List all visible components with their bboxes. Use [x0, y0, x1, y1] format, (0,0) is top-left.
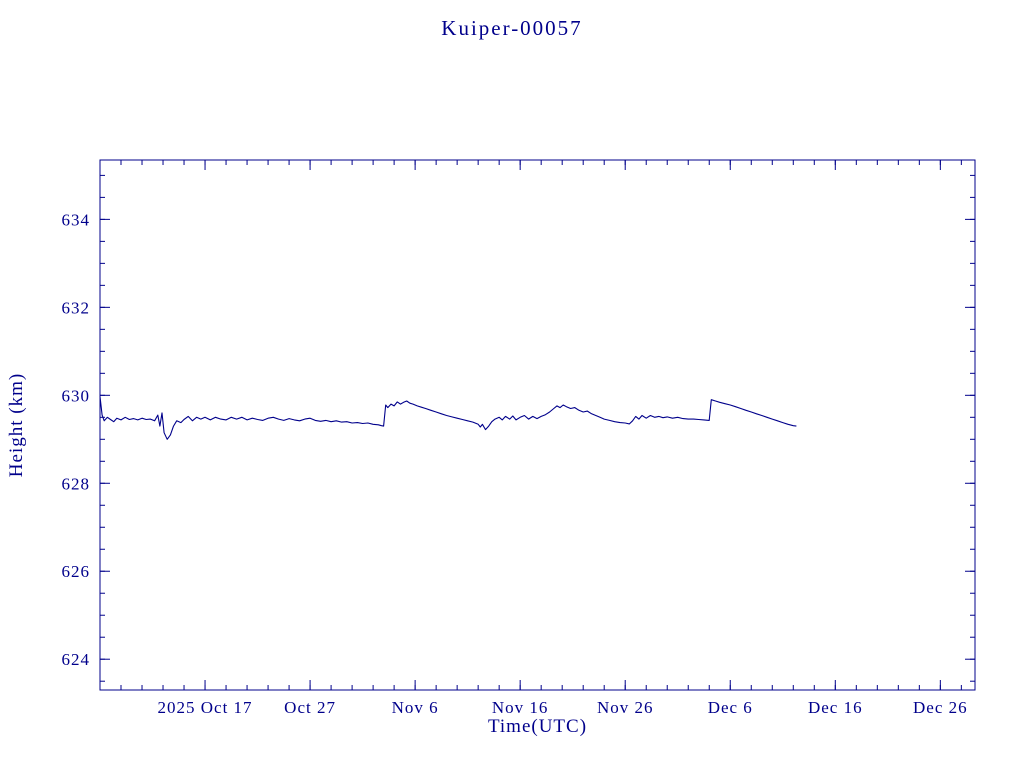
x-tick-label: Oct 27: [284, 698, 336, 717]
height-series-line: [99, 396, 797, 440]
x-axis-label: Time(UTC): [487, 716, 588, 737]
x-tick-label: Dec 16: [808, 698, 863, 717]
x-tick-label: 2025 Oct 17: [158, 698, 253, 717]
x-tick-label: Nov 16: [492, 698, 549, 717]
y-tick-label: 628: [62, 474, 91, 493]
y-tick-label: 630: [62, 386, 91, 405]
x-tick-label: Nov 26: [597, 698, 654, 717]
y-axis-label: Height (km): [6, 372, 27, 478]
y-tick-label: 626: [62, 562, 91, 581]
y-tick-label: 624: [62, 650, 91, 669]
y-tick-label: 632: [62, 298, 91, 317]
x-tick-label: Nov 6: [392, 698, 439, 717]
y-tick-label: 634: [62, 210, 91, 229]
plot-frame: [99, 159, 976, 691]
chart-title: Kuiper-00057: [441, 16, 583, 40]
x-tick-label: Dec 26: [913, 698, 968, 717]
x-tick-label: Dec 6: [708, 698, 753, 717]
